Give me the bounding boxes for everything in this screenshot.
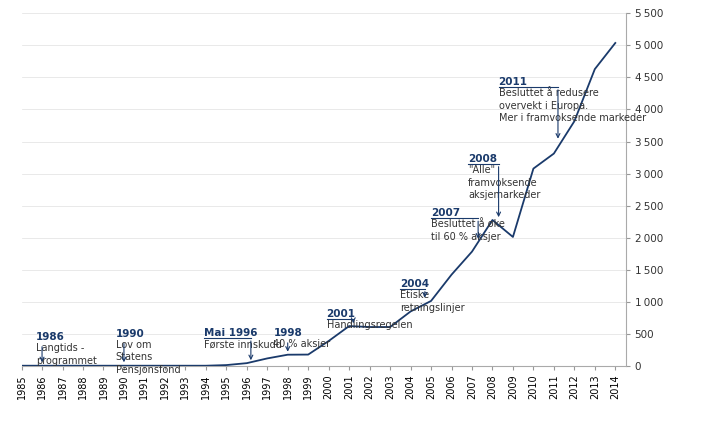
Text: 2004: 2004	[400, 279, 429, 289]
Text: Langtids -
programmet: Langtids - programmet	[36, 343, 97, 366]
Text: 1998: 1998	[273, 328, 302, 338]
Text: 2007: 2007	[431, 208, 460, 219]
Text: 2008: 2008	[468, 154, 497, 164]
Text: 40 % aksjer: 40 % aksjer	[273, 339, 331, 350]
Text: 1986: 1986	[36, 332, 65, 342]
Text: Første innskudd: Første innskudd	[203, 339, 282, 350]
Text: Besluttet å redusere
overvekt i Europa.
Mer i framvoksende markeder: Besluttet å redusere overvekt i Europa. …	[498, 88, 646, 123]
Text: "Alle"
framvoksende
aksjemarkeder: "Alle" framvoksende aksjemarkeder	[468, 165, 540, 200]
Text: 2011: 2011	[498, 77, 528, 87]
Text: Mai 1996: Mai 1996	[203, 328, 257, 338]
Text: Etiske
retningslinjer: Etiske retningslinjer	[400, 290, 465, 313]
Text: Lov om
Statens
Pensjonsfond: Lov om Statens Pensjonsfond	[116, 340, 180, 375]
Text: Handlingsregelen: Handlingsregelen	[326, 320, 412, 330]
Text: 2001: 2001	[326, 309, 356, 319]
Text: 1990: 1990	[116, 329, 145, 339]
Text: Besluttet å øke
til 60 % aksjer: Besluttet å øke til 60 % aksjer	[431, 220, 505, 242]
